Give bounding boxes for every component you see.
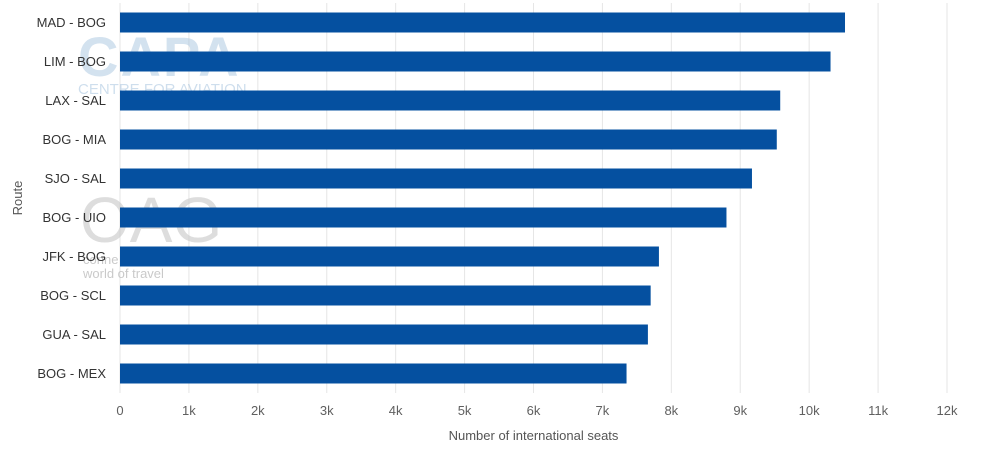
x-tick-label: 10k (799, 403, 820, 418)
x-tick-label: 2k (251, 403, 265, 418)
x-tick-label: 3k (320, 403, 334, 418)
category-label: SJO - SAL (45, 171, 106, 186)
category-label: BOG - MEX (37, 366, 106, 381)
x-tick-label: 0 (116, 403, 123, 418)
x-tick-label: 4k (389, 403, 403, 418)
category-label: MAD - BOG (37, 15, 106, 30)
x-tick-label: 7k (596, 403, 610, 418)
bar-bog-uio[interactable] (120, 207, 727, 228)
category-labels: MAD - BOG LIM - BOG LAX - SAL BOG - MIA SJO … (37, 15, 107, 381)
y-axis-title: Route (10, 181, 25, 216)
category-label: BOG - MIA (42, 132, 106, 147)
bar-sjo-sal[interactable] (120, 168, 752, 189)
x-tick-labels: 0 1k 2k 3k 4k 5k 6k 7k 8k 9k 10k 11k 12k (116, 403, 958, 418)
category-label: BOG - UIO (42, 210, 106, 225)
x-tick-label: 8k (664, 403, 678, 418)
bar-jfk-bog[interactable] (120, 246, 659, 267)
bars (120, 12, 846, 384)
x-axis-title: Number of international seats (449, 428, 619, 443)
bar-mad-bog[interactable] (120, 12, 846, 33)
oag-watermark-line2: world of travel (82, 266, 164, 281)
x-tick-label: 5k (458, 403, 472, 418)
bar-lim-bog[interactable] (120, 51, 831, 72)
bar-gua-sal[interactable] (120, 324, 648, 345)
x-tick-label: 1k (182, 403, 196, 418)
category-label: GUA - SAL (42, 327, 106, 342)
x-tick-label: 6k (527, 403, 541, 418)
category-label: BOG - SCL (40, 288, 106, 303)
bar-bog-mia[interactable] (120, 129, 777, 150)
x-tick-label: 9k (733, 403, 747, 418)
oag-watermark-line1: conne (83, 252, 118, 267)
bar-bog-scl[interactable] (120, 285, 651, 306)
category-label: JFK - BOG (42, 249, 106, 264)
bar-lax-sal[interactable] (120, 90, 781, 111)
bar-bog-mex[interactable] (120, 363, 627, 384)
category-label: LIM - BOG (44, 54, 106, 69)
x-tick-label: 11k (868, 403, 888, 418)
category-label: LAX - SAL (45, 93, 106, 108)
x-tick-label: 12k (937, 403, 958, 418)
